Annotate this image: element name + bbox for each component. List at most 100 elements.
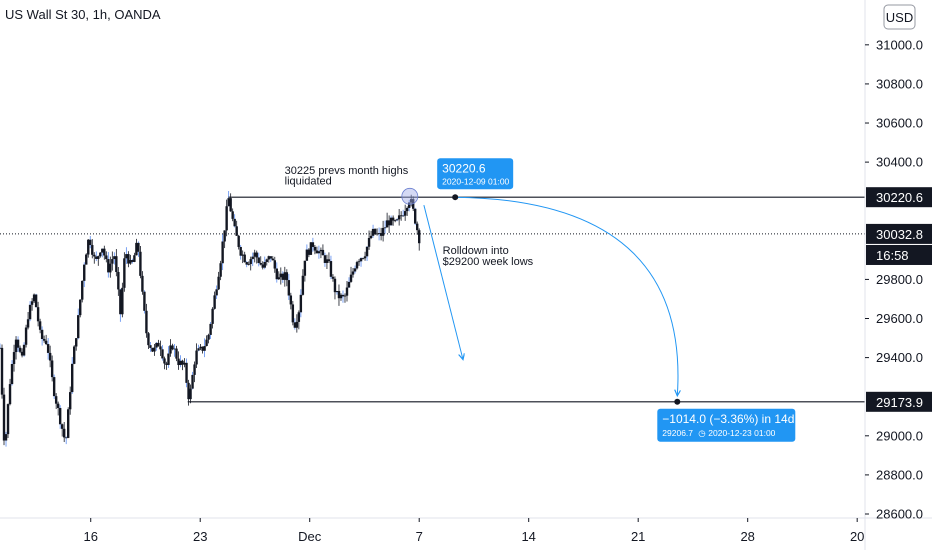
candle <box>251 252 254 267</box>
high-circle-marker[interactable] <box>401 187 419 205</box>
currency-label[interactable]: USD <box>886 10 913 25</box>
candle <box>46 338 50 360</box>
candle <box>247 261 250 266</box>
candle <box>99 252 102 258</box>
projection-curve-arrow[interactable] <box>455 196 678 396</box>
candle <box>40 326 44 346</box>
candle <box>32 293 36 304</box>
candle <box>133 252 136 263</box>
candle <box>143 290 146 314</box>
candle <box>257 252 260 267</box>
projection-callout[interactable]: −1014.0 (−3.36%) in 14d 29206.7 ◷ 2020-12-2… <box>657 408 796 442</box>
candle <box>139 245 142 279</box>
candle <box>85 253 88 265</box>
candle <box>235 220 238 236</box>
candle <box>155 342 158 351</box>
candle <box>341 290 345 303</box>
y-tick-label: 30600.0 <box>876 116 923 131</box>
candle <box>83 262 86 288</box>
candle <box>4 431 8 447</box>
candle <box>225 199 228 237</box>
candle <box>119 288 122 322</box>
x-tick-label: 14 <box>521 529 535 544</box>
candle <box>323 252 327 267</box>
chart-title: US Wall St 30, 1h, OANDA <box>5 7 161 22</box>
candle <box>347 277 351 288</box>
candle <box>169 339 172 357</box>
candle <box>123 252 126 292</box>
price-axis-label[interactable]: 29173.9 <box>866 391 932 412</box>
price-axis-label[interactable]: 30220.6 <box>866 187 932 208</box>
candle <box>253 249 256 263</box>
candle <box>151 347 154 353</box>
candle <box>255 250 258 264</box>
projection-start-dot[interactable] <box>452 194 459 201</box>
candle <box>285 269 289 287</box>
candle <box>44 334 48 346</box>
candle <box>115 249 118 277</box>
candle <box>183 358 186 368</box>
candle <box>66 407 70 439</box>
candle <box>383 220 387 234</box>
candle <box>223 230 226 249</box>
candle <box>277 271 281 280</box>
candle <box>157 339 160 347</box>
candle <box>349 266 353 283</box>
candle <box>299 289 303 318</box>
candle <box>405 206 409 216</box>
price-axis-label[interactable]: 16:58 <box>866 244 932 265</box>
candle <box>14 336 18 360</box>
candle <box>275 262 278 283</box>
candle <box>38 318 42 334</box>
candle <box>87 239 90 258</box>
candle <box>149 342 152 352</box>
currency-button[interactable]: USD <box>883 4 916 30</box>
candle <box>22 342 26 357</box>
price-axis-label-text: 29173.9 <box>876 395 923 410</box>
candle <box>161 345 164 361</box>
time-axis[interactable]: 16 23 Dec 7 14 21 28 20 <box>83 518 864 544</box>
price-axis[interactable]: 31000.0 30800.0 30600.0 30400.0 29800.0 29600… <box>865 37 932 522</box>
candle <box>217 271 220 291</box>
candle <box>239 244 242 260</box>
candle <box>137 241 140 257</box>
candle <box>95 251 98 262</box>
candle <box>81 280 84 303</box>
candle <box>271 256 274 261</box>
candle <box>221 233 224 271</box>
candle <box>259 256 262 266</box>
top-callout-date: 2020-12-09 01:00 <box>442 177 509 187</box>
candle <box>237 234 240 250</box>
candle <box>305 244 309 261</box>
candle <box>107 252 110 278</box>
candle <box>289 292 293 310</box>
candle <box>71 357 74 394</box>
candle <box>339 293 343 301</box>
x-tick-label: 28 <box>740 529 754 544</box>
candle <box>315 246 319 254</box>
candle <box>135 238 138 256</box>
candle <box>335 290 339 295</box>
candle <box>297 310 301 330</box>
annotation-text: 30225 prevs month highs <box>285 165 409 177</box>
candle <box>403 204 407 221</box>
candle <box>111 251 114 271</box>
candle <box>73 345 76 365</box>
projection-end-dot[interactable] <box>674 398 681 405</box>
price-axis-label[interactable]: 30032.8 <box>866 223 932 244</box>
candle <box>10 360 14 386</box>
candle <box>97 255 100 266</box>
candle <box>207 333 210 344</box>
candle <box>117 267 120 296</box>
candle <box>167 346 170 368</box>
candle <box>261 261 264 270</box>
short-drop-arrow[interactable] <box>423 205 463 359</box>
candle <box>319 247 323 259</box>
candle <box>365 246 369 262</box>
candle <box>16 336 20 353</box>
candle <box>42 335 46 343</box>
candle <box>56 401 60 416</box>
